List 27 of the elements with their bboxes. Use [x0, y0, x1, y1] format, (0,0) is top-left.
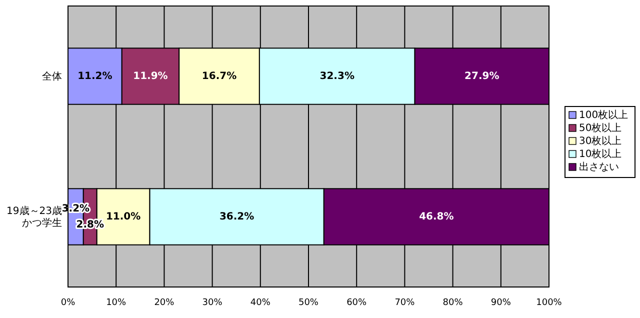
data-label: 11.0% — [106, 211, 141, 222]
x-tick-label: 60% — [346, 298, 368, 308]
data-label: 46.8% — [419, 211, 454, 222]
data-label: 16.7% — [202, 70, 237, 82]
legend-label: 100枚以上 — [579, 109, 628, 121]
x-tick-label: 50% — [298, 298, 319, 308]
data-label: 2.8% — [76, 219, 104, 230]
data-label: 36.2% — [219, 211, 254, 222]
legend-label: 50枚以上 — [579, 122, 622, 134]
legend-label: 10枚以上 — [579, 148, 622, 160]
legend-label: 30枚以上 — [579, 135, 622, 147]
x-tick-label: 10% — [106, 298, 127, 308]
data-label: 11.9% — [133, 70, 168, 82]
x-tick-label: 80% — [442, 298, 464, 308]
x-tick-label: 70% — [394, 298, 416, 308]
y-tick-label: 19歳～23歳かつ学生 — [6, 204, 62, 228]
data-label: 32.3% — [320, 70, 354, 82]
x-tick-label: 0% — [60, 298, 76, 308]
legend-label: 出さない — [579, 161, 619, 173]
x-tick-label: 40% — [250, 298, 271, 308]
data-label: 27.9% — [464, 70, 500, 82]
data-label: 11.2% — [78, 70, 112, 82]
x-tick-label: 30% — [202, 298, 223, 308]
x-tick-label: 100% — [536, 298, 562, 308]
x-tick-label: 20% — [154, 298, 175, 308]
x-tick-label: 90% — [490, 298, 512, 308]
y-tick-label: 全体 — [42, 70, 62, 82]
